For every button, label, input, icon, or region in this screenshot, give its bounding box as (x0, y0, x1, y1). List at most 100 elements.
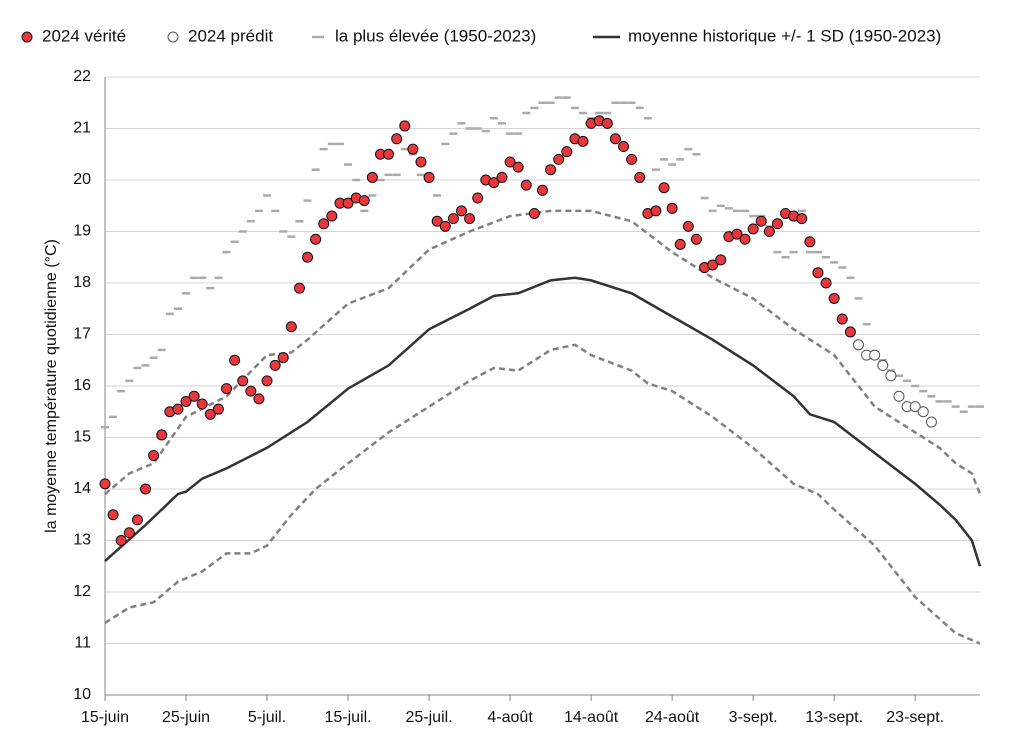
observed-point (269, 359, 281, 371)
observed-point (423, 171, 435, 183)
observed-point (771, 218, 783, 230)
observed-point (285, 321, 297, 333)
observed-point (245, 385, 257, 397)
observed-point (763, 226, 775, 237)
observed-point (326, 210, 338, 222)
observed-point (650, 205, 662, 217)
observed-point (577, 135, 589, 147)
legend-marker (21, 31, 33, 43)
observed-point (196, 398, 208, 410)
predicted-point (925, 416, 937, 428)
observed-point (318, 218, 330, 230)
observed-point (342, 197, 354, 209)
observed-point (115, 535, 127, 546)
observed-point (666, 202, 678, 214)
observed-point (99, 478, 111, 490)
observed-point (237, 375, 249, 387)
y-tick-label: 19 (73, 223, 91, 240)
observed-point (383, 148, 395, 160)
x-tick-label: 15-juil. (324, 709, 371, 726)
observed-point (358, 195, 370, 207)
observed-point (715, 254, 727, 266)
observed-point (212, 403, 224, 415)
observed-point (172, 403, 184, 415)
x-tick-label: 3-sept. (729, 709, 778, 726)
observed-point (747, 223, 759, 235)
y-tick-label: 18 (73, 274, 91, 291)
observed-point (253, 393, 265, 405)
observed-point (528, 207, 540, 219)
predicted-point (909, 401, 921, 413)
observed-point (812, 267, 824, 279)
observed-point (682, 220, 694, 232)
legend-label: 2024 vérité (42, 26, 126, 45)
y-tick-label: 21 (73, 120, 91, 137)
observed-point (399, 120, 411, 132)
observed-point (618, 141, 630, 153)
sd-line (104, 209, 982, 496)
predicted-point (893, 390, 905, 402)
observed-point (601, 117, 613, 129)
observed-point (261, 375, 273, 387)
x-tick-label: 13-sept. (805, 709, 863, 726)
observed-point (844, 326, 856, 338)
y-tick-label: 17 (73, 326, 91, 343)
y-tick-label: 10 (73, 686, 91, 703)
observed-point (537, 184, 548, 196)
observed-point (739, 233, 751, 245)
observed-point (520, 179, 532, 191)
predicted-point (877, 359, 889, 371)
observed-point (310, 233, 322, 245)
observed-point (204, 408, 216, 420)
x-tick-label: 23-sept. (886, 709, 944, 726)
sd-line (104, 343, 981, 645)
observed-point (707, 259, 719, 271)
observed-point (447, 213, 459, 225)
observed-point (504, 156, 516, 168)
x-tick-label: 14-août (564, 709, 619, 726)
observed-point (123, 527, 135, 539)
legend-label: la plus élevée (1950-2023) (335, 26, 536, 45)
x-tick-label: 4-août (487, 709, 533, 726)
y-tick-label: 12 (73, 583, 91, 600)
observed-point (140, 483, 152, 495)
y-tick-label: 13 (73, 532, 91, 549)
observed-point (731, 228, 743, 240)
observed-point (472, 192, 484, 204)
observed-point (626, 153, 638, 165)
observed-point (131, 514, 143, 526)
y-tick-label: 22 (73, 68, 91, 85)
observed-point (488, 177, 500, 189)
observed-point (148, 450, 160, 462)
x-tick-label: 5-juil. (248, 709, 286, 726)
observed-point (496, 171, 508, 183)
observed-point (561, 146, 573, 158)
observed-point (634, 171, 646, 183)
observed-point (415, 156, 427, 168)
observed-point (464, 213, 476, 225)
observed-point (455, 205, 467, 217)
predicted-point (885, 370, 897, 382)
x-tick-label: 25-juil. (406, 709, 453, 726)
observed-point (820, 277, 832, 289)
observed-point (407, 143, 419, 155)
legend-label: moyenne historique +/- 1 SD (1950-2023) (628, 26, 941, 45)
observed-point (391, 133, 403, 145)
observed-point (277, 352, 289, 364)
observed-point (229, 354, 241, 366)
observed-point (609, 133, 621, 145)
observed-point (156, 429, 168, 441)
observed-point (431, 215, 443, 227)
observed-point (180, 395, 192, 407)
observed-point (545, 164, 557, 176)
mean-line (104, 276, 982, 567)
y-tick-label: 15 (73, 429, 91, 446)
observed-point (107, 509, 119, 521)
observed-point (755, 215, 767, 227)
x-tick-label: 24-août (645, 709, 700, 726)
observed-point (658, 182, 670, 194)
x-tick-label: 15-juin (81, 709, 129, 726)
observed-point (796, 213, 808, 225)
observed-point (690, 233, 702, 245)
observed-point (293, 282, 305, 294)
